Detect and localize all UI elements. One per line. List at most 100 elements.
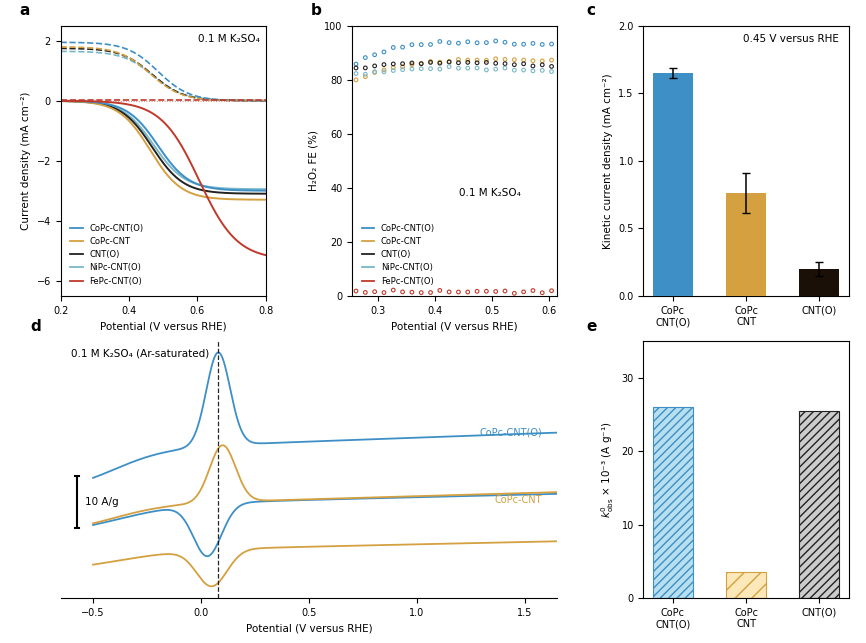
Point bbox=[377, 67, 391, 77]
Point bbox=[349, 59, 363, 69]
Point bbox=[377, 287, 391, 298]
Point bbox=[433, 64, 447, 74]
Point bbox=[498, 63, 512, 73]
Point bbox=[507, 65, 521, 75]
Point bbox=[461, 37, 475, 47]
Point bbox=[480, 55, 494, 66]
Point bbox=[470, 286, 484, 296]
Point bbox=[396, 62, 410, 72]
Point bbox=[451, 287, 465, 297]
Point bbox=[405, 39, 419, 50]
Point bbox=[423, 57, 437, 68]
Point bbox=[461, 287, 475, 297]
Point bbox=[349, 68, 363, 78]
Point bbox=[368, 50, 382, 60]
Point bbox=[443, 287, 456, 297]
Text: 0.45 V versus RHE: 0.45 V versus RHE bbox=[742, 34, 838, 44]
Point bbox=[488, 58, 502, 68]
Point bbox=[443, 57, 456, 67]
Point bbox=[433, 57, 447, 68]
Point bbox=[414, 64, 428, 74]
Point bbox=[470, 38, 484, 48]
Text: 10 A/g: 10 A/g bbox=[86, 496, 120, 507]
Point bbox=[377, 59, 391, 69]
Point bbox=[535, 287, 549, 298]
Point bbox=[461, 63, 475, 73]
Y-axis label: Kinetic current density (mA cm⁻²): Kinetic current density (mA cm⁻²) bbox=[603, 73, 613, 249]
Point bbox=[405, 58, 419, 68]
Text: e: e bbox=[586, 318, 597, 334]
Point bbox=[451, 38, 465, 48]
Bar bbox=[653, 73, 693, 296]
Point bbox=[526, 55, 540, 66]
Point bbox=[498, 54, 512, 64]
Point bbox=[405, 287, 419, 297]
Point bbox=[517, 287, 531, 297]
Point bbox=[368, 61, 382, 71]
Point bbox=[507, 60, 521, 70]
Point bbox=[386, 62, 400, 73]
Point bbox=[488, 36, 502, 46]
Point bbox=[535, 60, 549, 70]
Point bbox=[443, 37, 456, 48]
Point bbox=[480, 57, 494, 68]
Text: 0.1 M K₂SO₄: 0.1 M K₂SO₄ bbox=[459, 188, 520, 198]
Point bbox=[414, 287, 428, 298]
Point bbox=[349, 63, 363, 73]
Point bbox=[480, 65, 494, 75]
Bar bbox=[653, 407, 693, 598]
Point bbox=[368, 287, 382, 297]
Point bbox=[377, 47, 391, 57]
Point bbox=[349, 75, 363, 85]
Point bbox=[461, 55, 475, 65]
Point bbox=[368, 68, 382, 78]
Point bbox=[470, 55, 484, 65]
Point bbox=[545, 55, 559, 66]
Point bbox=[396, 287, 410, 297]
Point bbox=[451, 55, 465, 65]
Point bbox=[396, 59, 410, 69]
Bar bbox=[726, 572, 766, 598]
Point bbox=[517, 55, 531, 65]
Point bbox=[396, 42, 410, 52]
Point bbox=[480, 286, 494, 296]
Text: a: a bbox=[20, 3, 30, 18]
Legend: CoPc-CNT(O), CoPc-CNT, CNT(O), NiPc-CNT(O), FePc-CNT(O): CoPc-CNT(O), CoPc-CNT, CNT(O), NiPc-CNT(… bbox=[359, 221, 438, 289]
Point bbox=[423, 39, 437, 50]
Point bbox=[349, 286, 363, 296]
Bar bbox=[799, 411, 839, 598]
Point bbox=[386, 66, 400, 76]
Point bbox=[498, 286, 512, 296]
Point bbox=[359, 53, 372, 63]
Point bbox=[423, 56, 437, 66]
Point bbox=[359, 63, 372, 73]
Point bbox=[535, 39, 549, 50]
Point bbox=[414, 39, 428, 50]
Point bbox=[414, 59, 428, 69]
Point bbox=[507, 288, 521, 298]
Point bbox=[526, 285, 540, 296]
Point bbox=[535, 65, 549, 75]
Point bbox=[423, 64, 437, 74]
Point bbox=[545, 39, 559, 50]
Point bbox=[488, 53, 502, 64]
Point bbox=[405, 60, 419, 70]
Point bbox=[359, 71, 372, 82]
Point bbox=[451, 58, 465, 68]
Point bbox=[368, 67, 382, 77]
Point bbox=[526, 66, 540, 76]
Point bbox=[545, 285, 559, 296]
Point bbox=[488, 64, 502, 74]
Point bbox=[517, 65, 531, 75]
Point bbox=[443, 57, 456, 67]
Point bbox=[433, 285, 447, 296]
Point bbox=[386, 42, 400, 53]
Point bbox=[377, 65, 391, 75]
Point bbox=[443, 62, 456, 72]
Bar bbox=[726, 193, 766, 296]
Point bbox=[396, 64, 410, 75]
Text: c: c bbox=[586, 3, 595, 18]
Point bbox=[526, 39, 540, 49]
Text: 0.1 M K₂SO₄ (Ar-saturated): 0.1 M K₂SO₄ (Ar-saturated) bbox=[70, 349, 209, 359]
Text: 0.1 M K₂SO₄: 0.1 M K₂SO₄ bbox=[197, 34, 260, 44]
